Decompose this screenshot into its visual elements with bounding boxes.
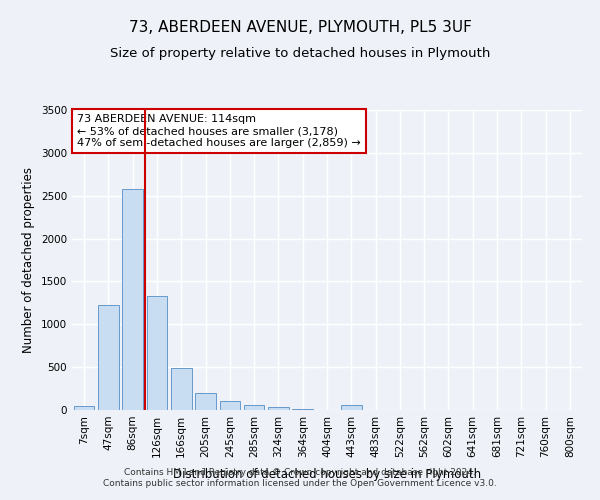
Bar xyxy=(220,402,240,410)
Bar xyxy=(268,407,289,410)
Bar xyxy=(122,189,143,410)
Y-axis label: Number of detached properties: Number of detached properties xyxy=(22,167,35,353)
Bar xyxy=(341,406,362,410)
Bar xyxy=(195,394,216,410)
Bar xyxy=(74,406,94,410)
Text: Size of property relative to detached houses in Plymouth: Size of property relative to detached ho… xyxy=(110,48,490,60)
Bar xyxy=(244,406,265,410)
Text: 73, ABERDEEN AVENUE, PLYMOUTH, PL5 3UF: 73, ABERDEEN AVENUE, PLYMOUTH, PL5 3UF xyxy=(128,20,472,35)
Bar xyxy=(98,306,119,410)
X-axis label: Distribution of detached houses by size in Plymouth: Distribution of detached houses by size … xyxy=(173,468,481,481)
Bar xyxy=(171,368,191,410)
Text: 73 ABERDEEN AVENUE: 114sqm
← 53% of detached houses are smaller (3,178)
47% of s: 73 ABERDEEN AVENUE: 114sqm ← 53% of deta… xyxy=(77,114,361,148)
Text: Contains HM Land Registry data © Crown copyright and database right 2024.
Contai: Contains HM Land Registry data © Crown c… xyxy=(103,468,497,487)
Bar xyxy=(146,296,167,410)
Bar xyxy=(292,409,313,410)
